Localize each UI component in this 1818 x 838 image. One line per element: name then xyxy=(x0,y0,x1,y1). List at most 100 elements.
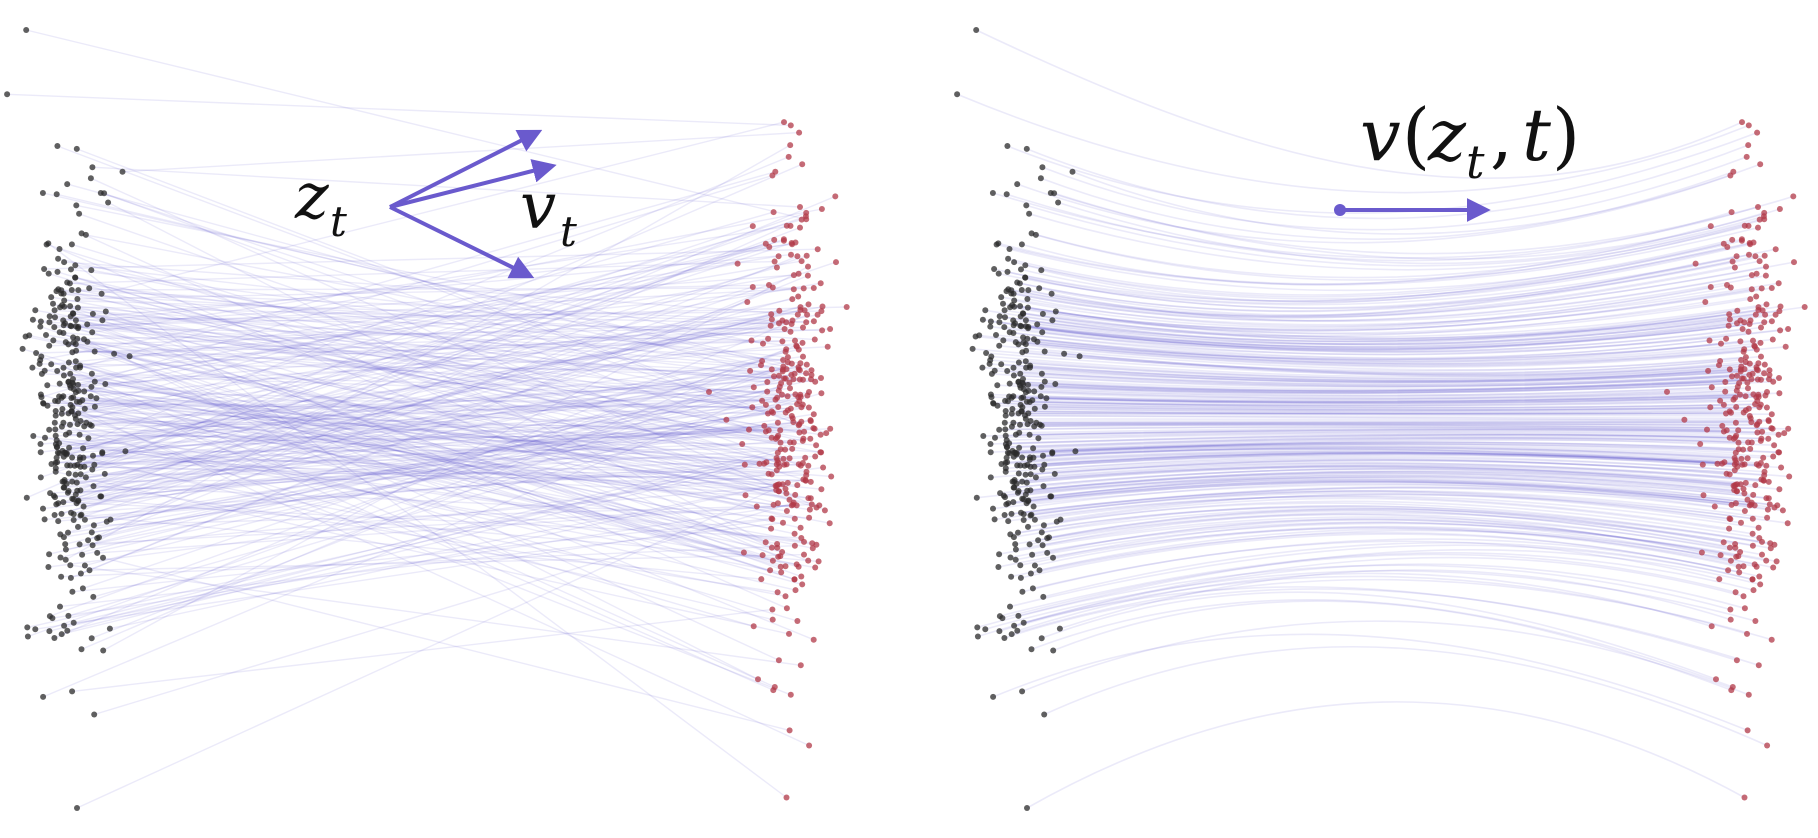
trajectory-line xyxy=(75,277,783,485)
trajectory-curve xyxy=(1050,192,1794,255)
trajectory-line xyxy=(63,374,811,499)
source-point xyxy=(994,402,1001,409)
trajectory-curve xyxy=(1052,444,1774,458)
trajectory-curve xyxy=(1017,505,1771,544)
trajectory-line xyxy=(73,448,781,624)
target-point xyxy=(802,213,809,220)
trajectory-curve xyxy=(1033,338,1722,363)
target-point xyxy=(773,467,780,474)
source-point xyxy=(75,287,82,294)
trajectory-curve xyxy=(992,192,1759,259)
source-point xyxy=(105,199,112,206)
trajectory-line xyxy=(98,255,798,539)
target-point xyxy=(1723,335,1730,342)
source-point xyxy=(24,624,31,631)
target-point xyxy=(764,379,771,385)
source-point xyxy=(1010,290,1017,297)
target-point xyxy=(740,549,747,556)
source-point xyxy=(1031,405,1038,412)
target-point xyxy=(1749,542,1756,549)
label-field-sep: , xyxy=(1490,93,1513,177)
trajectory-curve xyxy=(983,429,1785,437)
trajectory-line xyxy=(67,313,772,534)
trajectory-line xyxy=(54,326,752,342)
trajectory-curve xyxy=(1047,509,1731,549)
source-point xyxy=(96,534,102,541)
source-point xyxy=(1016,280,1023,287)
target-point xyxy=(1763,263,1769,270)
target-point xyxy=(1729,258,1736,265)
trajectory-curve xyxy=(998,527,1757,568)
source-point xyxy=(972,333,979,340)
source-point xyxy=(89,466,96,473)
trajectory-curve xyxy=(1009,544,1753,608)
trajectory-line xyxy=(78,226,801,502)
target-point xyxy=(787,405,794,412)
trajectory-curve xyxy=(1009,433,1730,444)
target-point xyxy=(1758,353,1764,360)
source-point xyxy=(62,556,69,563)
trajectory-curve xyxy=(1027,502,1763,543)
trajectory-curve xyxy=(975,29,1743,179)
trajectory-line xyxy=(76,482,789,809)
target-point xyxy=(777,427,784,434)
trajectory-line xyxy=(40,355,804,453)
source-point xyxy=(988,370,995,377)
target-point xyxy=(795,293,802,300)
trajectory-curve xyxy=(1029,401,1756,409)
target-point xyxy=(797,662,804,669)
source-point xyxy=(73,347,80,354)
trajectory-line xyxy=(64,318,773,489)
trajectory-curve xyxy=(1010,521,1767,562)
source-point xyxy=(68,287,75,293)
target-point xyxy=(1716,576,1723,583)
target-point xyxy=(813,504,820,511)
target-point xyxy=(1740,348,1747,355)
source-point xyxy=(62,546,69,553)
source-point xyxy=(1039,310,1046,317)
target-point xyxy=(1765,495,1772,502)
target-point xyxy=(1699,461,1706,468)
target-point xyxy=(1753,346,1760,353)
target-point xyxy=(1728,209,1735,216)
target-point xyxy=(776,320,782,327)
trajectory-curve xyxy=(1022,377,1780,390)
target-point xyxy=(1770,453,1777,460)
source-point xyxy=(64,279,71,286)
trajectory-line xyxy=(87,225,788,541)
target-point xyxy=(793,502,800,509)
source-point xyxy=(52,494,58,501)
source-point xyxy=(1002,432,1009,439)
source-point xyxy=(1024,421,1031,428)
target-point xyxy=(1735,563,1742,570)
label-field-sub: t xyxy=(1466,135,1485,189)
source-point xyxy=(1018,287,1025,293)
trajectory-curve xyxy=(1007,131,1758,214)
target-point xyxy=(765,335,772,342)
trajectory-curve xyxy=(1020,372,1750,387)
trajectory-curve xyxy=(1023,380,1774,394)
source-point xyxy=(1024,805,1030,811)
trajectory-curve xyxy=(1003,474,1754,497)
source-point xyxy=(1002,314,1008,321)
target-point xyxy=(1771,442,1778,449)
target-point xyxy=(1762,311,1769,318)
target-point xyxy=(1750,587,1757,594)
source-point xyxy=(1026,456,1033,463)
trajectory-curve xyxy=(1022,378,1752,392)
source-point xyxy=(52,432,59,439)
target-point xyxy=(1752,311,1759,318)
source-point xyxy=(46,319,53,326)
source-point xyxy=(76,541,83,548)
source-point xyxy=(996,628,1003,635)
target-point xyxy=(804,311,811,318)
trajectory-curve xyxy=(1017,255,1737,312)
label-zt-sub: t xyxy=(330,197,347,246)
target-point xyxy=(1728,409,1734,416)
target-point xyxy=(775,459,782,466)
trajectory-curve xyxy=(1003,339,1755,364)
trajectory-line xyxy=(56,369,800,448)
target-point xyxy=(791,576,798,583)
target-point xyxy=(758,576,765,583)
source-point xyxy=(1001,635,1008,641)
